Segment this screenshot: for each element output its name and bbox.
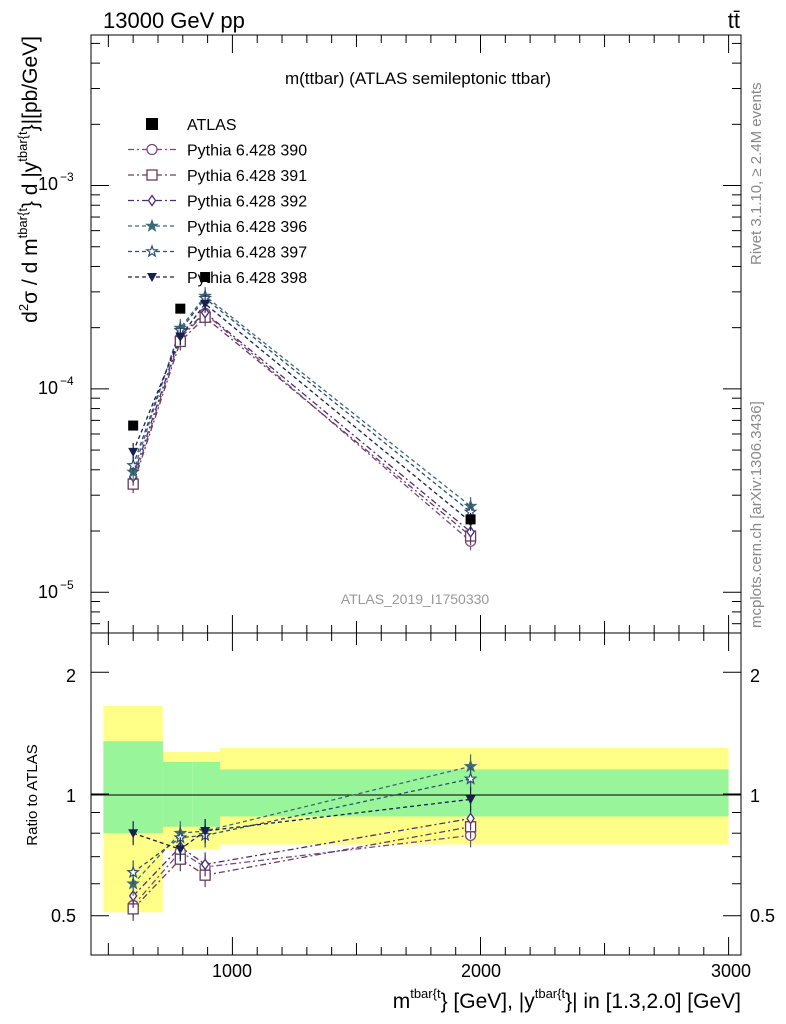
legend-entry: Pythia 6.428 396 bbox=[128, 218, 307, 236]
y-tick-base: 10 bbox=[38, 174, 58, 194]
ratio-bands bbox=[103, 706, 729, 913]
ratio-band-inner bbox=[103, 741, 163, 834]
legend-marker bbox=[147, 273, 157, 282]
legend-marker bbox=[146, 143, 158, 156]
legend-label: Pythia 6.428 396 bbox=[187, 219, 307, 236]
plot-title: m(ttbar) (ATLAS semileptonic ttbar) bbox=[285, 69, 551, 88]
ratio-point bbox=[175, 845, 186, 855]
header-right: tt̄ bbox=[728, 8, 740, 33]
ratio-tick-left-2: 2 bbox=[66, 666, 76, 686]
ratio-point bbox=[128, 889, 138, 903]
watermark: ATLAS_2019_I1750330 bbox=[341, 591, 490, 607]
header-left: 13000 GeV pp bbox=[103, 8, 245, 33]
atlas-data-point bbox=[200, 271, 211, 282]
x-tick-2000: 2000 bbox=[461, 961, 501, 981]
legend-entry: Pythia 6.428 392 bbox=[128, 194, 307, 211]
ratio-tick-left-1: 1 bbox=[66, 786, 76, 806]
y-tick-exp: −4 bbox=[60, 374, 74, 388]
atlas-data-point bbox=[128, 420, 139, 431]
ratio-tick-right-05: 0.5 bbox=[750, 906, 775, 926]
y-tick-exp: −5 bbox=[60, 578, 74, 592]
atlas-data-point bbox=[175, 303, 186, 314]
ratio-point bbox=[126, 865, 141, 879]
rivet-label: Rivet 3.1.10, ≥ 2.4M events bbox=[748, 83, 765, 266]
legend-entry: Pythia 6.428 397 bbox=[128, 244, 307, 262]
legend-entry: Pythia 6.428 390 bbox=[128, 143, 307, 160]
ratio-point bbox=[465, 795, 476, 805]
ratio-axis-label: Ratio to ATLAS bbox=[24, 744, 41, 845]
legend-label: Pythia 6.428 390 bbox=[187, 143, 307, 160]
series-line bbox=[132, 302, 471, 523]
ratio-series-line bbox=[132, 778, 471, 873]
series-lines bbox=[132, 295, 472, 910]
axis-ticks bbox=[91, 35, 741, 956]
legend-marker bbox=[146, 169, 158, 181]
ratio-point bbox=[200, 827, 211, 837]
legend-entry: ATLAS bbox=[146, 117, 237, 134]
ratio-series-line bbox=[132, 834, 471, 906]
legend-marker bbox=[146, 118, 158, 130]
data-point bbox=[466, 525, 475, 539]
y-tick-1e-3: 10 −3 bbox=[38, 170, 74, 194]
ratio-band-inner bbox=[192, 761, 221, 827]
legend-marker bbox=[145, 244, 159, 258]
y-axis-label: d2σ / d mtbar{t} d |ytbar{t}|[pb/GeV] bbox=[15, 36, 42, 323]
atlas-data-point bbox=[465, 514, 476, 525]
data-point bbox=[200, 299, 211, 309]
legend-label: Pythia 6.428 392 bbox=[187, 194, 307, 211]
ratio-band-inner bbox=[220, 769, 729, 817]
series-line bbox=[132, 295, 471, 507]
legend-entry: Pythia 6.428 398 bbox=[128, 270, 307, 287]
x-axis-label: mtbar{t} [GeV], |ytbar{t}| in [1.3,2.0] … bbox=[393, 986, 741, 1013]
data-point bbox=[175, 332, 186, 342]
legend-entry: Pythia 6.428 391 bbox=[128, 168, 307, 185]
x-tick-1000: 1000 bbox=[212, 961, 252, 981]
y-tick-base: 10 bbox=[38, 582, 58, 602]
ratio-series-line bbox=[132, 798, 471, 851]
ratio-tick-left-05: 0.5 bbox=[51, 906, 76, 926]
series-line bbox=[132, 316, 471, 537]
legend-label: ATLAS bbox=[187, 117, 237, 134]
y-tick-1e-5: 10 −5 bbox=[38, 578, 74, 602]
legend: ATLAS Pythia 6.428 390 Pythia 6.428 391 Pyt… bbox=[128, 117, 307, 287]
ratio-point bbox=[463, 771, 478, 785]
data-point bbox=[128, 447, 139, 457]
legend-label: Pythia 6.428 397 bbox=[187, 245, 307, 262]
mcplots-label: mcplots.cern.ch [arXiv:1306.3436] bbox=[748, 401, 765, 628]
ratio-point bbox=[466, 812, 475, 825]
series-line bbox=[132, 311, 471, 533]
series-line bbox=[132, 312, 472, 542]
ratio-tick-right-1: 1 bbox=[750, 786, 760, 806]
y-tick-exp: −3 bbox=[60, 170, 74, 184]
legend-marker bbox=[147, 194, 157, 207]
y-tick-1e-4: 10 −4 bbox=[38, 374, 74, 398]
legend-marker bbox=[145, 218, 159, 232]
legend-label: Pythia 6.428 398 bbox=[187, 270, 307, 287]
legend-label: Pythia 6.428 391 bbox=[187, 168, 307, 185]
ratio-series-line bbox=[132, 817, 471, 897]
ratio-tick-right-2: 2 bbox=[750, 666, 760, 686]
y-tick-base: 10 bbox=[38, 378, 58, 398]
data-point bbox=[126, 458, 141, 472]
series-line bbox=[132, 297, 471, 513]
ratio-band-inner bbox=[162, 761, 193, 827]
ratio-point bbox=[128, 829, 139, 839]
x-tick-3000: 3000 bbox=[711, 961, 751, 981]
ratio-point bbox=[200, 858, 210, 871]
series-markers bbox=[126, 271, 478, 921]
